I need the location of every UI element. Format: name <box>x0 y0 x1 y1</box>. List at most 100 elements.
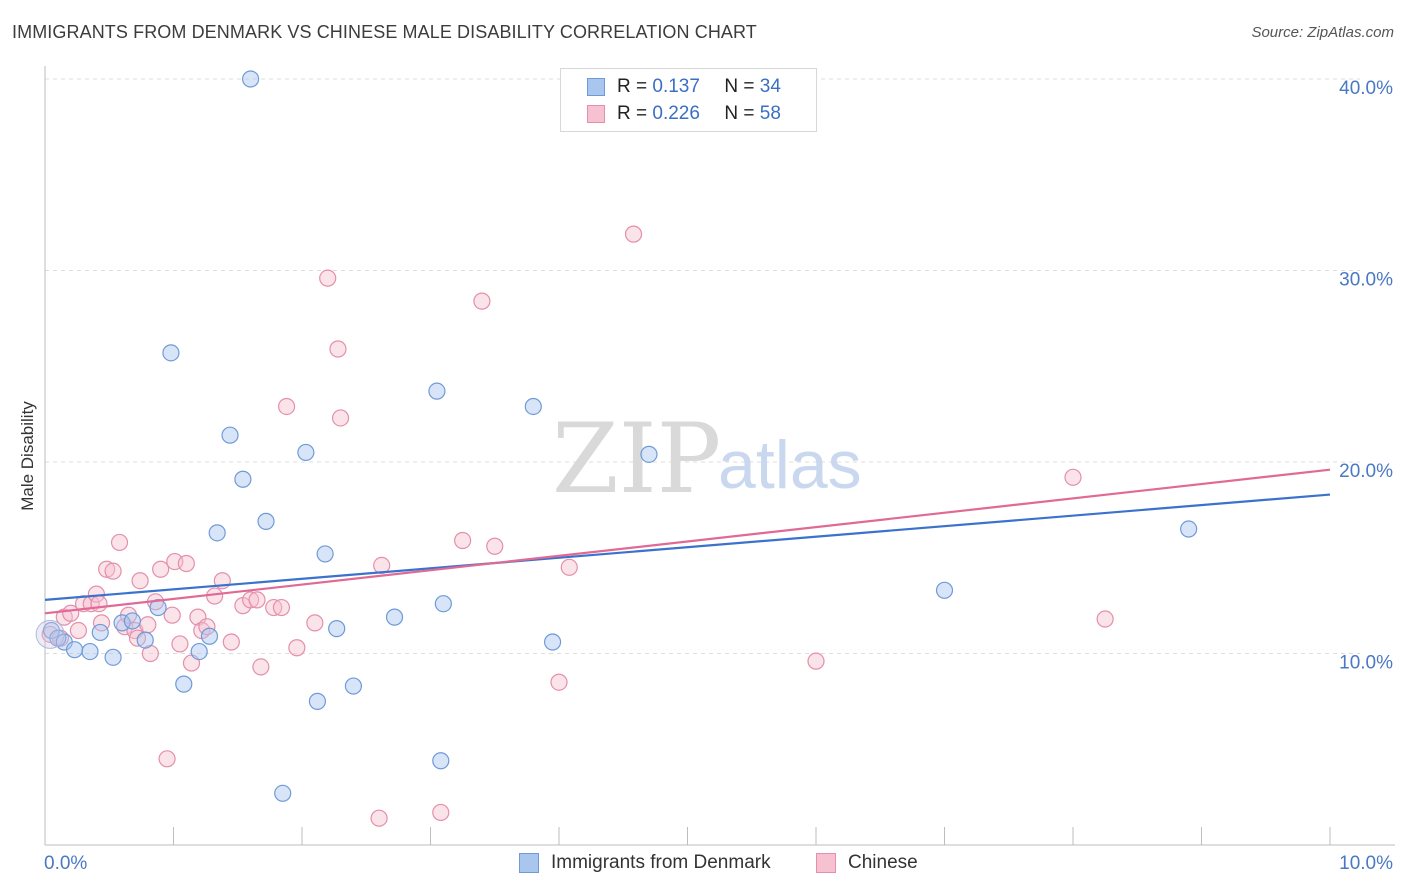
point-denmark <box>428 382 446 400</box>
legend-swatch-chinese <box>587 105 605 123</box>
legend-r-label: R = <box>617 76 653 97</box>
point-chinese <box>272 598 291 617</box>
point-denmark <box>434 595 452 613</box>
chart-source: Source: ZipAtlas.com <box>1251 24 1394 41</box>
point-chinese <box>248 591 266 609</box>
point-chinese <box>486 537 504 555</box>
point-chinese <box>432 803 450 822</box>
y-tick-label: 10.0% <box>1339 653 1393 674</box>
point-denmark <box>308 692 327 710</box>
point-chinese <box>198 618 216 636</box>
y-tick-label: 20.0% <box>1339 461 1393 482</box>
legend-item-denmark: Immigrants from Denmark <box>519 852 771 874</box>
point-denmark <box>328 620 346 638</box>
legend-r-label: R = <box>617 103 653 124</box>
point-chinese <box>152 560 170 578</box>
legend-r-value: 0.226 <box>652 103 700 124</box>
point-denmark <box>208 524 226 542</box>
watermark: ZIP atlas <box>552 403 862 515</box>
point-chinese <box>277 397 296 416</box>
legend-swatch-denmark <box>587 78 605 96</box>
y-tick-labels: 10.0% 20.0% 30.0% 40.0% <box>1339 78 1393 674</box>
point-denmark <box>257 512 275 530</box>
x-tick-label: 0.0% <box>44 853 87 874</box>
point-chinese <box>104 562 122 580</box>
point-denmark <box>190 642 208 661</box>
point-denmark <box>935 581 954 599</box>
point-denmark <box>113 614 131 632</box>
legend-n-value: 34 <box>759 76 781 97</box>
point-chinese <box>242 591 260 609</box>
point-denmark <box>297 443 315 462</box>
point-denmark <box>1180 520 1198 538</box>
legend-row-denmark: R = 0.137 N = 34 <box>587 75 781 99</box>
y-tick-label: 30.0% <box>1339 270 1393 291</box>
legend-swatch-chinese <box>816 853 836 873</box>
point-denmark <box>104 648 122 666</box>
point-chinese <box>139 616 157 634</box>
point-denmark <box>524 397 542 416</box>
legend-r-value: 0.137 <box>652 76 700 97</box>
watermark-atlas: atlas <box>718 427 862 503</box>
point-denmark <box>123 612 141 630</box>
point-denmark <box>162 344 180 362</box>
data-points <box>35 70 1198 827</box>
point-chinese <box>1096 610 1114 628</box>
x-tick-labels: 0.0% 10.0% <box>44 853 1393 874</box>
point-chinese <box>373 556 391 575</box>
point-cluster <box>35 619 65 649</box>
point-chinese <box>473 292 491 310</box>
trend-lines <box>44 468 1331 615</box>
point-chinese <box>560 558 578 576</box>
point-chinese <box>319 269 337 287</box>
point-denmark <box>81 642 99 661</box>
point-chinese <box>252 658 270 676</box>
series-legend: Immigrants from Denmark Chinese <box>0 852 1406 878</box>
chart-title: IMMIGRANTS FROM DENMARK VS CHINESE MALE … <box>12 22 757 42</box>
point-chinese <box>807 652 825 670</box>
legend-item-chinese: Chinese <box>816 852 918 874</box>
point-chinese <box>163 606 181 624</box>
point-chinese <box>550 673 568 691</box>
x-tick-label: 10.0% <box>1339 853 1393 874</box>
point-denmark <box>543 633 562 651</box>
watermark-zip: ZIP <box>552 403 721 515</box>
point-chinese <box>90 595 108 613</box>
point-denmark <box>344 677 362 695</box>
point-chinese <box>158 750 176 768</box>
point-chinese <box>171 635 189 653</box>
point-denmark <box>136 631 154 649</box>
point-denmark <box>242 70 260 88</box>
point-denmark <box>432 752 450 770</box>
legend-label-chinese: Chinese <box>848 852 918 873</box>
point-chinese <box>110 533 129 552</box>
point-denmark <box>65 641 84 659</box>
point-chinese <box>288 639 306 657</box>
legend-n-label: N = <box>724 103 760 124</box>
point-chinese <box>177 554 195 573</box>
point-chinese <box>454 531 472 550</box>
point-denmark <box>175 675 193 693</box>
legend-swatch-denmark <box>519 853 539 873</box>
y-tick-label: 40.0% <box>1339 78 1393 99</box>
point-denmark <box>234 470 252 488</box>
point-denmark <box>316 545 334 563</box>
point-chinese <box>370 809 388 827</box>
point-chinese <box>329 340 347 358</box>
legend-label-denmark: Immigrants from Denmark <box>551 852 771 873</box>
trend-line-chinese <box>44 468 1331 615</box>
point-chinese <box>624 225 643 243</box>
gridlines <box>45 78 1360 654</box>
legend-n-value: 58 <box>759 103 781 124</box>
legend-n-label: N = <box>724 76 760 97</box>
point-denmark <box>385 608 404 626</box>
legend-row-chinese: R = 0.226 N = 58 <box>587 102 781 126</box>
point-chinese <box>131 572 149 590</box>
axes <box>44 66 1395 846</box>
point-chinese <box>331 409 350 427</box>
point-chinese <box>69 621 88 640</box>
point-denmark <box>274 784 292 802</box>
point-denmark <box>200 627 219 645</box>
stats-legend: R = 0.137 N = 34 R = 0.226 N = 58 <box>560 68 817 132</box>
